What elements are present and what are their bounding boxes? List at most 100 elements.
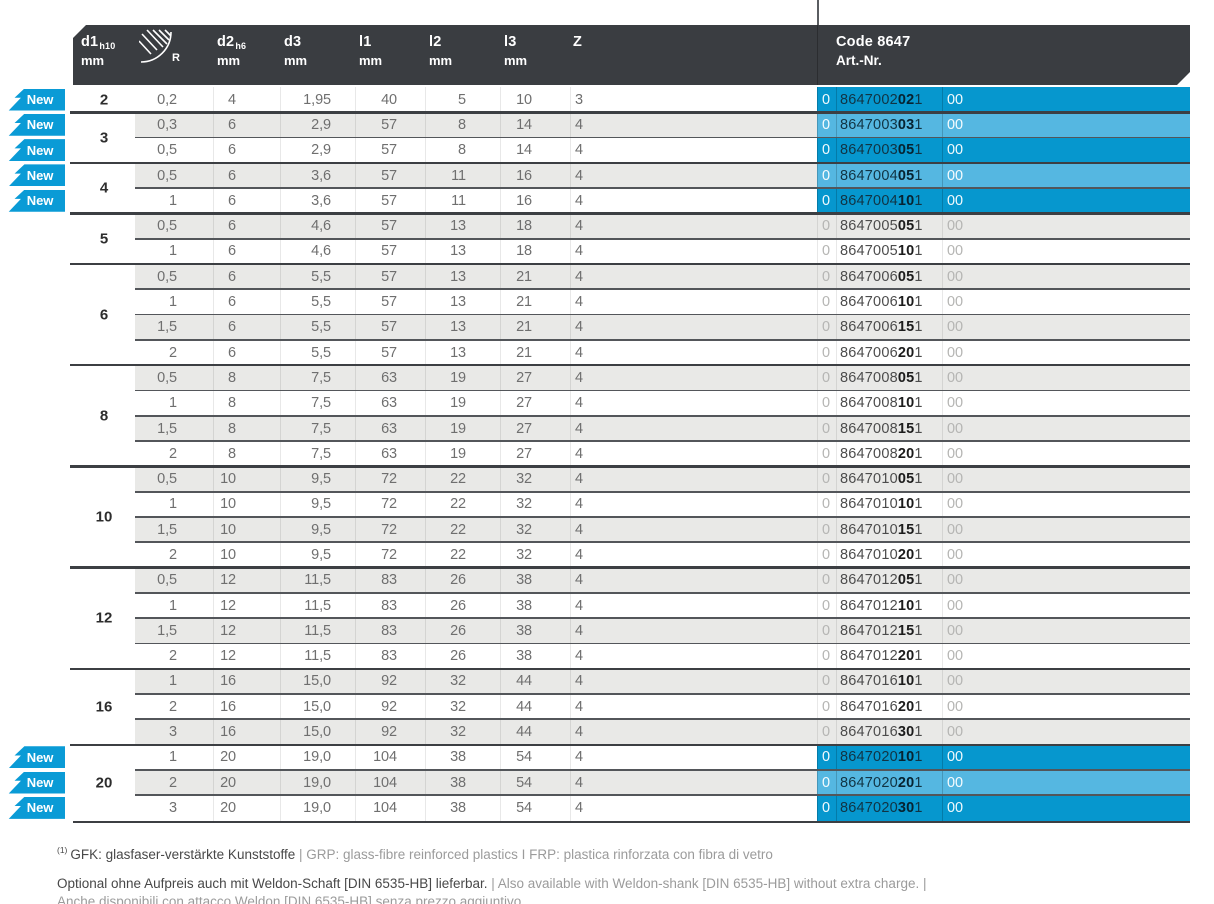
art-prefix: 0 [822, 496, 830, 513]
cell-l1: 72 [355, 542, 425, 568]
art-prefix: 0 [822, 774, 830, 791]
cell-art-nr: 0 8647004 10 1 00 [817, 188, 1190, 214]
table-row: 1 6 3,6 57 11 16 4 0 8647004 10 1 00 New [8, 187, 1190, 214]
row-separator [135, 414, 1190, 417]
cell-d3: 11,5 [280, 643, 355, 669]
col-label: d3 [284, 34, 302, 50]
new-badge: New [8, 771, 65, 794]
cell-l3: 38 [500, 567, 570, 593]
cell-d3: 7,5 [280, 415, 355, 442]
svg-text:R: R [172, 52, 180, 64]
cell-d2: 6 [213, 112, 280, 138]
cell-l1: 104 [355, 795, 425, 821]
cell-d3: 15,0 [280, 719, 355, 745]
cell-d2: 6 [213, 238, 280, 265]
cell-l1: 40 [355, 87, 425, 113]
cell-d2: 6 [213, 213, 280, 239]
cell-l2: 22 [425, 466, 500, 492]
art-suffix: 00 [942, 264, 1190, 290]
cell-z: 4 [570, 542, 817, 568]
art-prefix: 0 [822, 597, 830, 614]
cell-d2: 8 [213, 415, 280, 442]
cell-art-nr: 0 8647020 20 1 00 [817, 770, 1190, 796]
table-row: 1,5 12 11,5 83 26 38 4 0 8647012 15 1 00 [73, 617, 1190, 644]
table-row: 2 6 5,5 57 13 21 4 0 8647006 20 1 00 [73, 338, 1190, 366]
cell-r: 1,5 [157, 420, 177, 437]
art-number: 8647003 05 1 [836, 137, 942, 163]
cell-l3: 32 [500, 542, 570, 568]
cell-r: 1 [169, 496, 177, 513]
row-separator [135, 237, 1190, 240]
table-header: d1h10 mm R d2h6 [73, 25, 1190, 85]
col-header-l3: l3 mm [500, 25, 570, 85]
product-table: d1h10 mm R d2h6 [8, 25, 1190, 823]
column-divider-line [817, 0, 819, 26]
cell-art-nr: 0 8647008 15 1 00 [817, 415, 1190, 442]
art-number: 8647016 30 1 [836, 719, 942, 745]
cell-l3: 10 [500, 87, 570, 113]
cell-l1: 83 [355, 618, 425, 644]
art-suffix: 00 [942, 643, 1190, 669]
tolerance-subscript: h6 [235, 41, 247, 51]
cell-l2: 13 [425, 314, 500, 340]
row-separator [135, 617, 1190, 620]
cell-l2: 32 [425, 694, 500, 720]
col-unit: mm [217, 53, 241, 68]
art-prefix: 0 [822, 546, 830, 563]
cell-art-nr: 0 8647003 03 1 00 [817, 112, 1190, 138]
cell-l2: 22 [425, 491, 500, 518]
cell-l1: 72 [355, 491, 425, 518]
cell-l2: 8 [425, 112, 500, 138]
cell-r: 1,5 [157, 521, 177, 538]
col-label: d1h10 [81, 34, 116, 51]
cell-d2: 10 [213, 491, 280, 518]
table-row: 0,2 4 1,95 40 5 10 3 0 8647002 02 1 00 New [8, 87, 1190, 113]
corner-radius-icon: R [139, 29, 185, 65]
cell-l1: 72 [355, 466, 425, 492]
cell-d2: 6 [213, 137, 280, 163]
cell-l3: 18 [500, 213, 570, 239]
cell-r: 1 [169, 294, 177, 311]
cell-d3: 15,0 [280, 694, 355, 720]
cell-z: 4 [570, 415, 817, 442]
cell-l2: 13 [425, 339, 500, 366]
cell-d1-spacer [73, 644, 135, 669]
art-suffix: 00 [942, 567, 1190, 593]
d1-size-label: 20 [95, 774, 113, 792]
cell-d2: 20 [213, 744, 280, 771]
group-separator [70, 111, 1190, 114]
row-separator [135, 187, 1190, 189]
new-badge: New [8, 796, 65, 819]
cell-l3: 16 [500, 162, 570, 189]
art-suffix: 00 [942, 339, 1190, 366]
col-header-d2: d2h6 mm [213, 25, 280, 85]
cell-l2: 32 [425, 668, 500, 695]
col-label: l3 [504, 34, 517, 50]
cell-r: 0,5 [157, 268, 177, 285]
cell-d3: 19,0 [280, 770, 355, 796]
art-prefix: 0 [822, 521, 830, 538]
cell-d2: 8 [213, 441, 280, 467]
cell-l2: 26 [425, 643, 500, 669]
cell-art-nr: 0 8647012 20 1 00 [817, 643, 1190, 669]
art-suffix: 00 [942, 694, 1190, 720]
row-separator [135, 718, 1190, 721]
table-row: 0,5 12 11,5 83 26 38 4 0 8647012 05 1 00 [70, 566, 1190, 593]
art-number: 8647006 20 1 [836, 339, 942, 366]
cell-art-nr: 0 8647006 10 1 00 [817, 289, 1190, 315]
art-prefix: 0 [822, 142, 830, 159]
cell-art-nr: 0 8647016 10 1 00 [817, 668, 1190, 695]
cell-l2: 13 [425, 264, 500, 290]
cell-r: 1 [169, 243, 177, 260]
cell-r: 2 [169, 546, 177, 563]
cell-art-nr: 0 8647010 20 1 00 [817, 542, 1190, 568]
cell-l3: 54 [500, 744, 570, 771]
cell-d2: 10 [213, 517, 280, 543]
cell-d2: 16 [213, 668, 280, 695]
table-row: 1 20 19,0 104 38 54 4 0 8647020 10 1 00 New [8, 743, 1190, 771]
art-prefix: 0 [822, 445, 830, 462]
col-header-z: Z [570, 25, 817, 85]
art-prefix: 0 [822, 167, 830, 184]
cell-z: 4 [570, 744, 817, 771]
cell-l1: 92 [355, 668, 425, 695]
